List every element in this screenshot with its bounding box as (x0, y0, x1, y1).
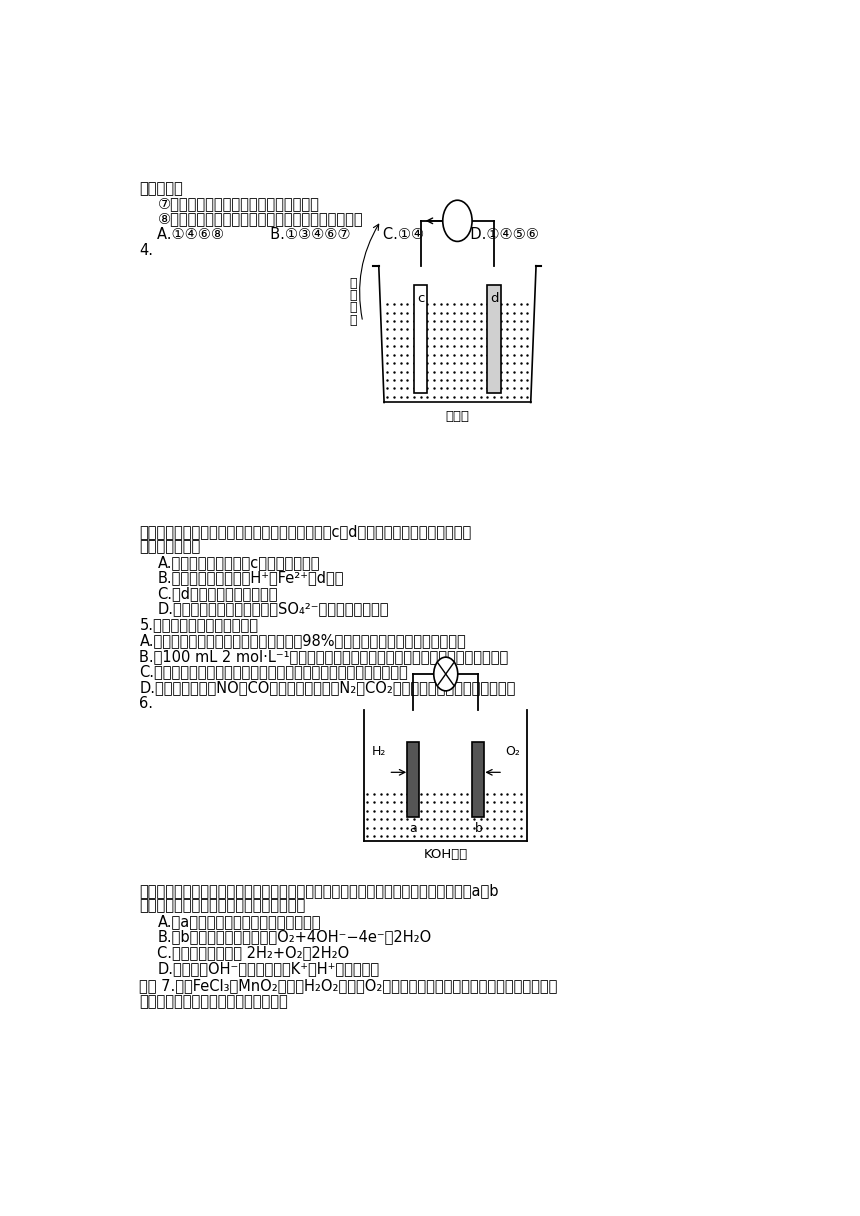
Text: 4.: 4. (139, 243, 153, 258)
Text: C.　二氧化硫的杳化氧化是一个放热反应，升高温度，反应速率降低: C. 二氧化硫的杳化氧化是一个放热反应，升高温度，反应速率降低 (139, 665, 408, 680)
Text: C.　电池总反应为　 2H₂+O₂＝2H₂O: C. 电池总反应为 2H₂+O₂＝2H₂O (157, 946, 350, 961)
Text: D.　溶液中OH⁻向负极移动，K⁺、H⁺向正极移动: D. 溶液中OH⁻向负极移动，K⁺、H⁺向正极移动 (157, 962, 379, 976)
Text: 均为惰性电极，下列叙述错误的是（　　）: 均为惰性电极，下列叙述错误的是（ ） (139, 897, 306, 913)
Text: B.　100 mL 2 mol·L⁻¹盐酸与锶片反应，加入适量的氯化钓溶液，反应速率不变: B. 100 mL 2 mol·L⁻¹盐酸与锶片反应，加入适量的氯化钓溶液，反应… (139, 648, 509, 664)
Bar (472, 742, 484, 817)
Text: A.①④⑥⑧          B.①③④⑥⑦       C.①④          D.①④⑤⑥: A.①④⑥⑧ B.①③④⑥⑦ C.①④ D.①④⑤⑥ (157, 227, 539, 242)
Text: B.电池工作时，溶液中H⁺和Fe²⁺向d移动: B.电池工作时，溶液中H⁺和Fe²⁺向d移动 (157, 570, 344, 585)
Text: b: b (475, 822, 482, 835)
Circle shape (443, 201, 472, 242)
Text: A.用鐵片和稀硫酸反应制取氢气时，改用98%的浓硫酸可以增大生成氢气的速率: A.用鐵片和稀硫酸反应制取氢气时，改用98%的浓硫酸可以增大生成氢气的速率 (139, 632, 466, 648)
Text: A.　a极是负极，该电极上发生氧化反应: A. a极是负极，该电极上发生氧化反应 (157, 913, 321, 929)
Text: A.电池工作的过程中，c电极上产生气泡: A.电池工作的过程中，c电极上产生气泡 (157, 554, 320, 570)
Text: d: d (490, 292, 498, 305)
Text: 7.已知FeCl₃和MnO₂都可做H₂O₂分解制O₂反应的层化剂，为了探究温度对该反应速率的: 7.已知FeCl₃和MnO₂都可做H₂O₂分解制O₂反应的层化剂，为了探究温度对… (139, 979, 558, 993)
Text: O₂: O₂ (506, 745, 520, 759)
Text: 影响，下列实验方案可行的是（　　）: 影响，下列实验方案可行的是（ ） (139, 995, 288, 1009)
Text: 向: 向 (349, 314, 357, 327)
Text: D.电池工作的过程中，溶液中SO₄²⁻浓度发生显著变化: D.电池工作的过程中，溶液中SO₄²⁻浓度发生显著变化 (157, 601, 389, 617)
Text: 右图是鐵棒和碳棒在稀硫酸中组成的原电池装置，c、d为两个电极。下列有关判断正: 右图是鐵棒和碳棒在稀硫酸中组成的原电池装置，c、d为两个电极。下列有关判断正 (139, 524, 472, 539)
Text: B.　b极发生的电极反应是　O₂+4OH⁻−4e⁻＝2H₂O: B. b极发生的电极反应是 O₂+4OH⁻−4e⁻＝2H₂O (157, 929, 432, 945)
Text: 流: 流 (349, 289, 357, 303)
Text: 稀硫酸: 稀硫酸 (445, 410, 470, 423)
Text: C.　d为负极，发生氧化反应: C. d为负极，发生氧化反应 (157, 586, 278, 601)
Text: ⑦充电电池可以无限制地反复放电、充电: ⑦充电电池可以无限制地反复放电、充电 (157, 197, 319, 212)
Circle shape (433, 657, 458, 691)
Text: D.　汽车尾气中的NO和CO可以缓慢反应生成N₂和CO₂，使用层化剂可以增大反应速率: D. 汽车尾气中的NO和CO可以缓慢反应生成N₂和CO₂，使用层化剂可以增大反应… (139, 681, 516, 696)
Text: 电: 电 (349, 277, 357, 289)
Text: 燃料电池是目前电池研究的热点之一。某课外小组自制的氢氧燃料电池如图所示，a、b: 燃料电池是目前电池研究的热点之一。某课外小组自制的氢氧燃料电池如图所示，a、b (139, 883, 499, 897)
Text: a: a (409, 822, 417, 835)
Bar (415, 286, 427, 393)
Text: 方: 方 (349, 302, 357, 315)
Text: G: G (452, 214, 463, 227)
Text: ⑧充电时的电池反应和放电时的电池反应为可逆反应: ⑧充电时的电池反应和放电时的电池反应为可逆反应 (157, 212, 363, 226)
Text: c: c (417, 292, 425, 305)
Text: KOH溶液: KOH溶液 (424, 849, 468, 861)
Text: 不可能相等: 不可能相等 (139, 181, 183, 197)
Text: 确的是（　　）: 确的是（ ） (139, 539, 200, 554)
Text: 5.下列说法正确的是（　　）: 5.下列说法正确的是（ ） (139, 617, 259, 632)
Bar (488, 286, 501, 393)
Bar (407, 742, 419, 817)
Text: 6.: 6. (139, 697, 153, 711)
Text: H₂: H₂ (372, 745, 386, 759)
